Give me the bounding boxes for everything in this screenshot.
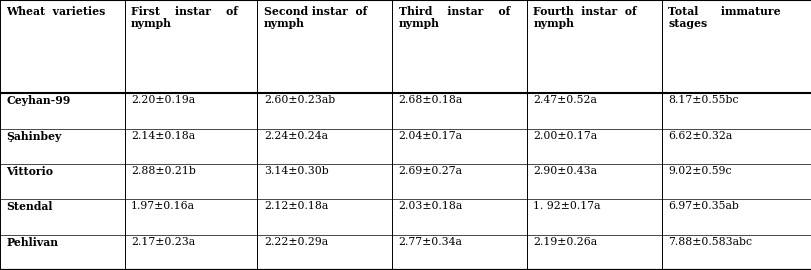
Text: 2.19±0.26a: 2.19±0.26a: [533, 237, 597, 247]
Text: Şahinbey: Şahinbey: [6, 131, 62, 142]
Text: 1.97±0.16a: 1.97±0.16a: [131, 201, 195, 211]
Text: 2.47±0.52a: 2.47±0.52a: [533, 95, 597, 105]
Text: 3.14±0.30b: 3.14±0.30b: [264, 166, 328, 176]
Text: Wheat  varieties: Wheat varieties: [6, 6, 105, 16]
Text: 2.68±0.18a: 2.68±0.18a: [398, 95, 462, 105]
Text: 9.02±0.59c: 9.02±0.59c: [667, 166, 731, 176]
Text: 2.04±0.17a: 2.04±0.17a: [398, 131, 462, 141]
Text: 8.17±0.55bc: 8.17±0.55bc: [667, 95, 738, 105]
Text: 2.69±0.27a: 2.69±0.27a: [398, 166, 462, 176]
Text: Second instar  of
nymph: Second instar of nymph: [264, 6, 367, 29]
Text: 2.20±0.19a: 2.20±0.19a: [131, 95, 195, 105]
Text: 2.24±0.24a: 2.24±0.24a: [264, 131, 328, 141]
Text: Fourth  instar  of
nymph: Fourth instar of nymph: [533, 6, 637, 29]
Text: Total      immature
stages: Total immature stages: [667, 6, 780, 29]
Text: 2.60±0.23ab: 2.60±0.23ab: [264, 95, 335, 105]
Text: 7.88±0.583abc: 7.88±0.583abc: [667, 237, 751, 247]
Text: 2.88±0.21b: 2.88±0.21b: [131, 166, 195, 176]
Text: 6.62±0.32a: 6.62±0.32a: [667, 131, 732, 141]
Text: Vittorio: Vittorio: [6, 166, 54, 177]
Text: 6.97±0.35ab: 6.97±0.35ab: [667, 201, 738, 211]
Text: 2.77±0.34a: 2.77±0.34a: [398, 237, 462, 247]
Text: Ceyhan-99: Ceyhan-99: [6, 95, 71, 106]
Text: 2.22±0.29a: 2.22±0.29a: [264, 237, 328, 247]
Text: 2.14±0.18a: 2.14±0.18a: [131, 131, 195, 141]
Text: 2.03±0.18a: 2.03±0.18a: [398, 201, 462, 211]
Text: Stendal: Stendal: [6, 201, 53, 212]
Text: 2.12±0.18a: 2.12±0.18a: [264, 201, 328, 211]
Text: Third    instar    of
nymph: Third instar of nymph: [398, 6, 509, 29]
Text: Pehlivan: Pehlivan: [6, 237, 58, 248]
Text: 2.17±0.23a: 2.17±0.23a: [131, 237, 195, 247]
Text: First    instar    of
nymph: First instar of nymph: [131, 6, 238, 29]
Text: 2.90±0.43a: 2.90±0.43a: [533, 166, 597, 176]
Text: 1. 92±0.17a: 1. 92±0.17a: [533, 201, 600, 211]
Text: 2.00±0.17a: 2.00±0.17a: [533, 131, 597, 141]
